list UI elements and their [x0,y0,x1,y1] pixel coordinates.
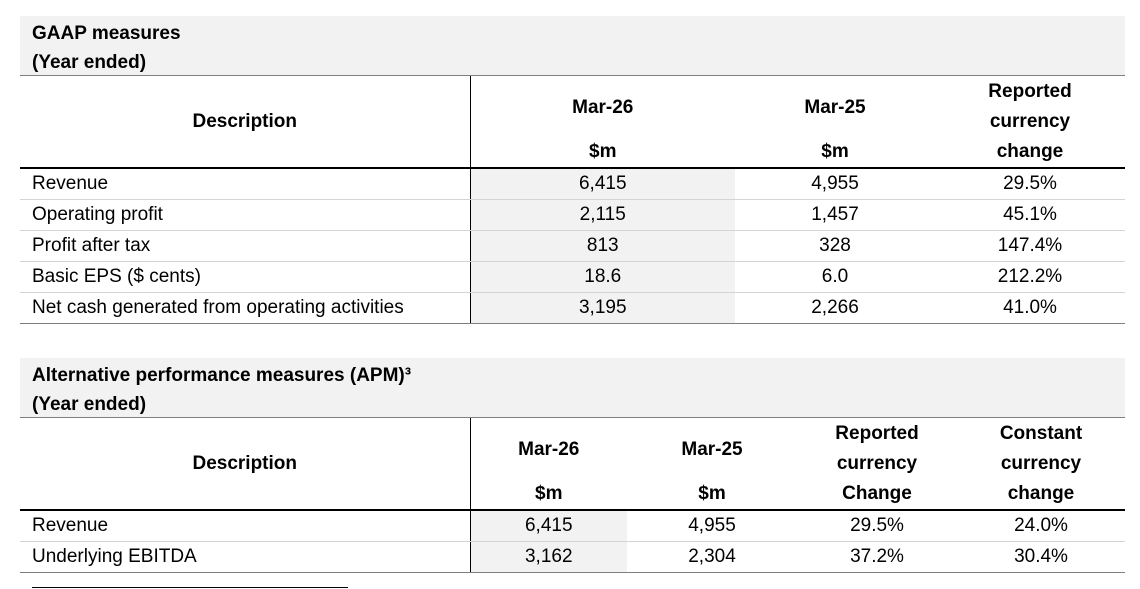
reported-change-value: 29.5% [797,510,957,542]
mar26-value: 2,115 [469,199,735,231]
row-label: Revenue [20,168,470,200]
mar25-value: 6.0 [735,261,935,293]
apm-header-mar26: Mar-26 $m [469,417,627,511]
change-value: 147.4% [935,230,1125,262]
gaap-header-mar25: Mar-25 $m [735,75,935,169]
mar26-value: 3,162 [469,541,627,573]
constant-change-value: 30.4% [957,541,1125,573]
row-label: Operating profit [20,199,470,231]
table-row: Operating profit 2,115 1,457 45.1% [20,199,1125,231]
mar25-value: 328 [735,230,935,262]
mar25-value: 4,955 [735,168,935,200]
row-label: Profit after tax [20,230,470,262]
change-value: 212.2% [935,261,1125,293]
apm-heading-line-1: Alternative performance measures (APM)³ [32,365,412,386]
change-value: 45.1% [935,199,1125,231]
mar25-value: 2,266 [735,292,935,324]
apm-section-heading: Alternative performance measures (APM)³ … [20,358,1125,417]
gaap-heading-line-2: (Year ended) [32,52,147,73]
table-row: Net cash generated from operating activi… [20,292,1125,324]
constant-change-value: 24.0% [957,510,1125,542]
table-row: Basic EPS ($ cents) 18.6 6.0 212.2% [20,261,1125,293]
change-value: 41.0% [935,292,1125,324]
gaap-header-mar26: Mar-26 $m [469,75,735,169]
apm-heading-line-2: (Year ended) [32,394,147,415]
apm-header-mar25: Mar-25 $m [627,417,797,511]
mar26-value: 3,195 [469,292,735,324]
mar26-value: 18.6 [469,261,735,293]
table-row: Revenue 6,415 4,955 29.5% 24.0% [20,510,1125,542]
row-label: Net cash generated from operating activi… [20,292,470,324]
table-row: Underlying EBITDA 3,162 2,304 37.2% 30.4… [20,541,1125,573]
mar26-value: 813 [469,230,735,262]
gaap-section-heading: GAAP measures (Year ended) [20,16,1125,75]
table-row: Revenue 6,415 4,955 29.5% [20,168,1125,200]
table-row: Profit after tax 813 328 147.4% [20,230,1125,262]
gaap-header-reported-change: Reported currency change [935,75,1125,169]
mar26-value: 6,415 [469,510,627,542]
row-label: Underlying EBITDA [20,541,470,573]
gaap-header-description: Description [20,75,470,169]
gaap-table: Description Mar-26 $m Mar-25 $m Reported… [20,75,1125,324]
apm-header-constant-change: Constant currency change [957,417,1125,511]
apm-header-description: Description [20,417,470,511]
footnote-divider [32,587,348,588]
mar26-value: 6,415 [469,168,735,200]
reported-change-value: 37.2% [797,541,957,573]
apm-header-row: Description Mar-26 $m Mar-25 $m Reported… [20,417,1125,511]
apm-header-reported-change: Reported currency Change [797,417,957,511]
row-label: Revenue [20,510,470,542]
mar25-value: 2,304 [627,541,797,573]
gaap-heading-line-1: GAAP measures [32,23,181,44]
change-value: 29.5% [935,168,1125,200]
row-label: Basic EPS ($ cents) [20,261,470,293]
gaap-header-row: Description Mar-26 $m Mar-25 $m Reported… [20,75,1125,169]
mar25-value: 1,457 [735,199,935,231]
mar25-value: 4,955 [627,510,797,542]
apm-table: Description Mar-26 $m Mar-25 $m Reported… [20,417,1125,573]
